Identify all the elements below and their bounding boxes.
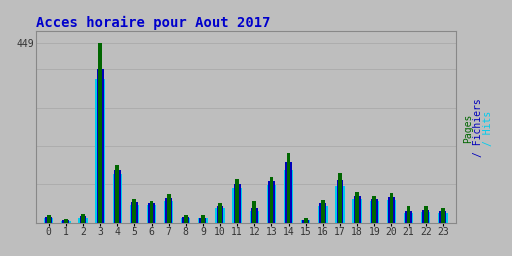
Bar	[133, 199, 136, 223]
Bar	[304, 218, 308, 223]
Bar	[270, 177, 273, 223]
Bar	[234, 184, 241, 223]
Bar	[181, 218, 190, 223]
Bar	[407, 206, 411, 223]
Bar	[62, 219, 69, 223]
Bar	[421, 212, 431, 223]
Text: / Hits: / Hits	[483, 110, 493, 146]
Text: Acces horaire pour Aout 2017: Acces horaire pour Aout 2017	[36, 15, 270, 29]
Bar	[302, 219, 309, 223]
Bar	[64, 219, 68, 223]
Bar	[284, 169, 293, 223]
Bar	[336, 179, 344, 223]
Bar	[167, 194, 170, 223]
Bar	[267, 185, 276, 223]
Bar	[79, 216, 87, 223]
Bar	[98, 43, 102, 223]
Bar	[438, 213, 447, 223]
Bar	[301, 220, 310, 223]
Text: Pages: Pages	[463, 113, 474, 143]
Bar	[147, 205, 156, 223]
Bar	[217, 206, 223, 223]
Bar	[148, 203, 155, 223]
Bar	[268, 181, 275, 223]
Bar	[250, 211, 259, 223]
Bar	[354, 196, 360, 223]
Bar	[338, 173, 342, 223]
Bar	[114, 170, 121, 223]
Bar	[232, 187, 242, 223]
Bar	[61, 221, 71, 223]
Bar	[182, 217, 189, 223]
Bar	[441, 208, 445, 223]
Bar	[439, 211, 446, 223]
Bar	[81, 214, 85, 223]
Bar	[372, 196, 376, 223]
Bar	[321, 199, 325, 223]
Bar	[115, 165, 119, 223]
Bar	[200, 218, 206, 223]
Bar	[47, 215, 51, 223]
Bar	[287, 153, 290, 223]
Bar	[370, 201, 379, 223]
Bar	[335, 186, 345, 223]
Bar	[371, 199, 378, 223]
Bar	[113, 174, 122, 223]
Bar	[424, 206, 428, 223]
Bar	[184, 215, 188, 223]
Bar	[319, 203, 326, 223]
Bar	[318, 206, 328, 223]
Bar	[95, 79, 105, 223]
Bar	[131, 202, 138, 223]
Bar	[198, 218, 208, 223]
Bar	[218, 203, 222, 223]
Bar	[387, 200, 396, 223]
Bar	[201, 215, 205, 223]
Bar	[405, 211, 412, 223]
Bar	[252, 201, 256, 223]
Bar	[251, 208, 258, 223]
Bar	[216, 208, 225, 223]
Bar	[150, 201, 154, 223]
Bar	[78, 218, 88, 223]
Bar	[97, 69, 103, 223]
Bar	[130, 205, 139, 223]
Bar	[236, 179, 239, 223]
Bar	[44, 218, 53, 223]
Bar	[390, 193, 393, 223]
Bar	[355, 191, 359, 223]
Bar	[422, 210, 429, 223]
Bar	[404, 213, 413, 223]
Bar	[388, 197, 395, 223]
Text: / Fichiers: / Fichiers	[473, 99, 483, 157]
Bar	[164, 201, 174, 223]
Bar	[165, 198, 172, 223]
Bar	[285, 162, 292, 223]
Bar	[352, 199, 362, 223]
Bar	[45, 217, 52, 223]
